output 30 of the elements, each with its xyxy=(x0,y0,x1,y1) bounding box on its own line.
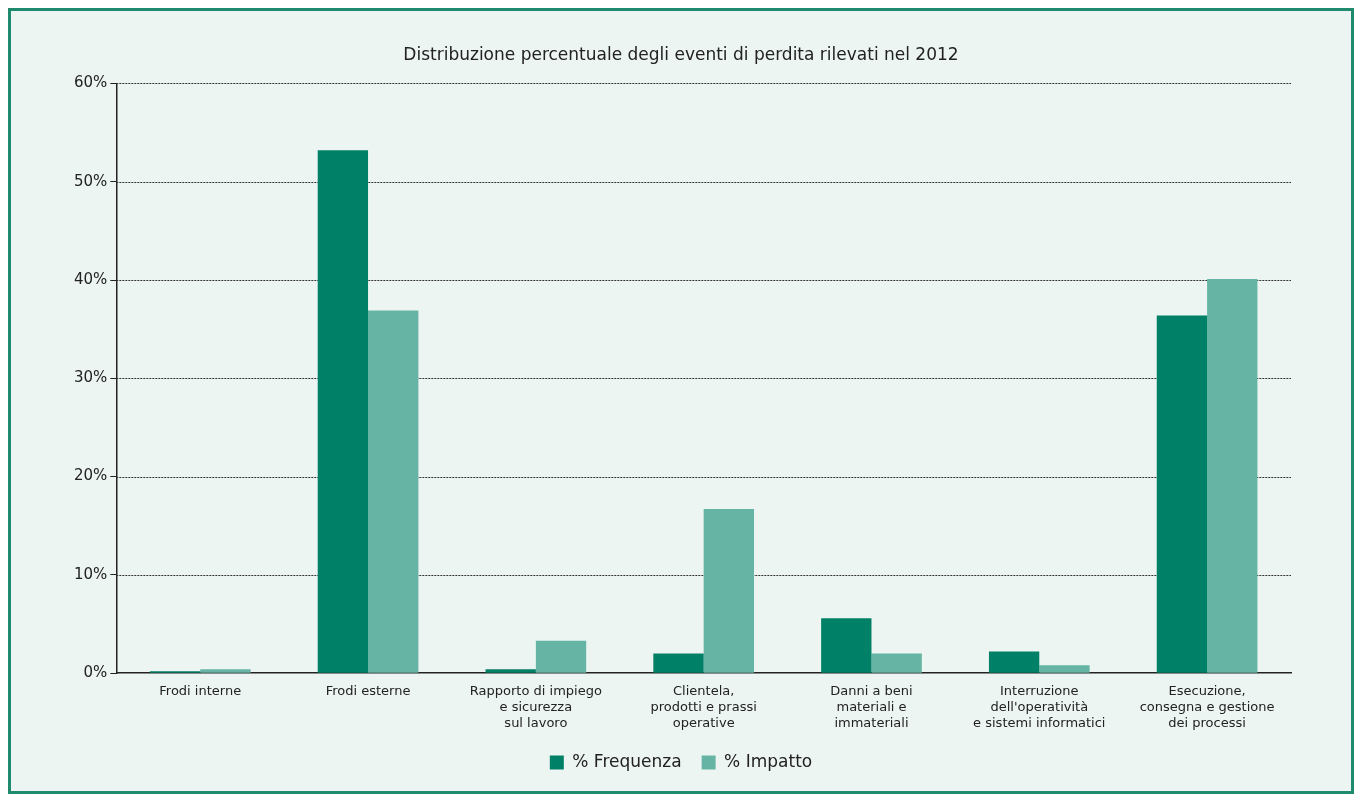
bar xyxy=(1207,279,1258,673)
x-tick-label: Rapporto di impiego e sicurezza sul lavoro xyxy=(469,683,602,730)
x-tick-label: Interruzione dell'operatività e sistemi informatici xyxy=(973,683,1106,730)
y-tick-label: 10% xyxy=(74,564,108,583)
bar xyxy=(1156,315,1208,673)
y-tick-label: 20% xyxy=(74,466,108,485)
bar xyxy=(703,509,755,673)
x-tick-label: Clientela, prodotti e prassi operative xyxy=(650,683,757,730)
y-tick-label: 60% xyxy=(74,73,108,92)
chart-title: Distribuzione percentuale degli eventi di perdita rilevati nel 2012 xyxy=(403,43,959,64)
bar xyxy=(200,669,251,673)
bar xyxy=(821,618,872,673)
bar xyxy=(653,653,704,673)
y-tick-label: 0% xyxy=(83,663,108,682)
bar xyxy=(1039,665,1090,673)
y-tick-label: 40% xyxy=(74,269,108,288)
bar xyxy=(535,640,587,673)
x-tick-label: Esecuzione, consegna e gestione dei processi xyxy=(1139,683,1275,730)
bar xyxy=(317,150,369,673)
y-tick-label: 30% xyxy=(74,368,108,387)
bar xyxy=(988,651,1040,673)
y-tick-label: 50% xyxy=(74,171,108,190)
bar xyxy=(485,669,536,673)
x-tick-label: Frodi esterne xyxy=(325,683,411,699)
legend-label: % Frequenza xyxy=(572,750,682,771)
legend-label: % Impatto xyxy=(724,750,813,771)
x-tick-label: Danni a beni materiali e immateriali xyxy=(830,683,913,730)
bar xyxy=(871,653,922,673)
bar xyxy=(368,310,419,673)
x-tick-label: Frodi interne xyxy=(159,683,242,699)
